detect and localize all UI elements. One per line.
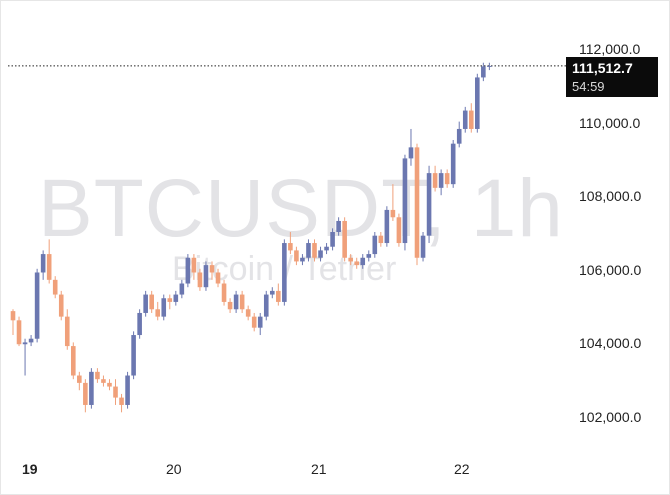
y-axis-label-104000: 104,000.0 — [579, 335, 642, 351]
candle-body — [71, 346, 76, 376]
candle-body — [179, 283, 185, 295]
candle-body — [167, 298, 173, 302]
candle-body — [438, 173, 444, 188]
x-axis-label-22: 22 — [454, 461, 470, 477]
candle-body — [233, 294, 239, 310]
y-axis-label-110000: 110,000.0 — [579, 115, 641, 131]
candle-body — [40, 254, 46, 273]
candle-body — [143, 294, 148, 313]
candle-body — [52, 279, 58, 295]
candle-body — [185, 257, 191, 284]
candle-body — [402, 158, 408, 244]
candle-body — [390, 209, 396, 218]
candle-body — [450, 143, 456, 185]
candle-body — [414, 147, 420, 258]
candle-body — [161, 298, 167, 317]
candle-body — [28, 338, 34, 343]
candle-body — [269, 290, 275, 295]
y-axis-label-102000: 102,000.0 — [579, 409, 642, 425]
last-price-value: 111,512.7 — [572, 60, 633, 76]
candle-body — [149, 294, 154, 310]
candle-body — [282, 243, 287, 302]
candle-body — [209, 265, 215, 273]
candle-body — [227, 301, 233, 310]
candle-body — [456, 128, 462, 144]
candle-body — [420, 235, 426, 258]
candle-body — [113, 386, 118, 398]
bar-countdown: 54:59 — [572, 79, 605, 94]
x-axis-label-20: 20 — [166, 461, 182, 477]
y-axis-label-112000: 112,000.0 — [579, 41, 641, 57]
candle-body — [360, 257, 366, 266]
candle-body — [125, 375, 130, 405]
candle-body — [95, 371, 100, 380]
candle-body — [276, 290, 281, 302]
candle-body — [481, 66, 486, 78]
candle-body — [245, 309, 251, 317]
candle-body — [16, 320, 22, 345]
candle-body — [354, 261, 360, 266]
candle-body — [475, 77, 480, 129]
candle-body — [257, 316, 263, 328]
candle-body — [468, 110, 474, 129]
candle-body — [137, 312, 142, 336]
candle-body — [58, 294, 64, 317]
candle-body — [487, 65, 492, 67]
candle-body — [131, 335, 136, 376]
candle-body — [294, 250, 299, 262]
candle-group — [10, 62, 492, 413]
candle-body — [46, 254, 52, 280]
candle-body — [288, 243, 293, 251]
candle-body — [342, 220, 347, 258]
candle-body — [300, 257, 305, 262]
candle-body — [462, 110, 468, 129]
candle-body — [330, 232, 335, 247]
candle-body — [384, 209, 390, 244]
candle-body — [263, 294, 269, 317]
candle-body — [318, 250, 323, 258]
candle-body — [155, 309, 161, 317]
candle-body — [408, 147, 414, 159]
candle-body — [306, 243, 311, 258]
candle-body — [426, 173, 432, 236]
candle-body — [22, 342, 28, 345]
candle-body — [444, 173, 450, 185]
candle-body — [83, 382, 88, 405]
candle-body — [239, 294, 245, 310]
candle-body — [89, 371, 94, 405]
candle-body — [432, 173, 438, 188]
candle-body — [107, 382, 112, 387]
x-axis-label-19: 19 — [22, 461, 38, 477]
candle-body — [173, 294, 179, 302]
candle-body — [396, 217, 402, 244]
y-axis-label-106000: 106,000.0 — [579, 262, 642, 278]
candle-body — [215, 272, 221, 284]
candle-body — [221, 283, 227, 302]
candle-body — [119, 397, 124, 405]
y-axis-label-108000: 108,000.0 — [579, 188, 642, 204]
candle-body — [64, 316, 70, 347]
candle-body — [372, 235, 378, 255]
candle-body — [10, 311, 16, 321]
candle-body — [324, 246, 329, 251]
candle-body — [251, 316, 257, 328]
x-axis-label-21: 21 — [311, 461, 327, 477]
candle-body — [77, 375, 82, 383]
candle-body — [336, 220, 341, 232]
last-price-badge: 111,512.7 54:59 — [566, 57, 658, 97]
candle-body — [366, 254, 372, 258]
candle-body — [348, 257, 353, 262]
candle-body — [312, 243, 317, 258]
watermark-symbol: BTCUSDT, 1h — [38, 163, 564, 254]
candle-body — [203, 265, 209, 288]
candle-body — [101, 379, 106, 383]
candle-body — [197, 272, 203, 288]
candle-body — [191, 257, 197, 273]
candle-body — [378, 235, 384, 244]
candle-body — [34, 272, 40, 339]
